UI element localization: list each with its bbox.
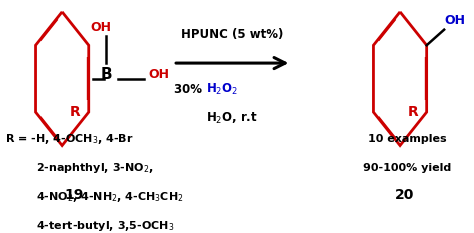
Text: HPUNC (5 wt%): HPUNC (5 wt%) [181, 28, 283, 41]
Text: OH: OH [148, 68, 170, 81]
Text: OH: OH [91, 21, 112, 34]
Text: 20: 20 [395, 188, 414, 202]
Text: 4-NO$_2$, 4-NH$_2$, 4-CH$_3$CH$_2$: 4-NO$_2$, 4-NH$_2$, 4-CH$_3$CH$_2$ [36, 190, 184, 204]
Text: 2-naphthyl, 3-NO$_2$,: 2-naphthyl, 3-NO$_2$, [36, 161, 154, 175]
Text: H$_2$O$_2$: H$_2$O$_2$ [206, 82, 238, 97]
Text: 30%: 30% [174, 83, 206, 96]
Text: OH: OH [445, 14, 465, 27]
Text: 19: 19 [64, 188, 83, 202]
Text: R: R [70, 105, 81, 119]
Text: R: R [408, 105, 419, 119]
Text: R = -H, 4-OCH$_3$, 4-Br: R = -H, 4-OCH$_3$, 4-Br [5, 132, 134, 146]
Text: 90-100% yield: 90-100% yield [363, 163, 451, 173]
Text: 10 examples: 10 examples [368, 134, 447, 144]
Text: H$_2$O, r.t: H$_2$O, r.t [206, 111, 258, 126]
Text: 4-tert-butyl, 3,5-OCH$_3$: 4-tert-butyl, 3,5-OCH$_3$ [36, 219, 175, 233]
Text: B: B [100, 67, 112, 82]
